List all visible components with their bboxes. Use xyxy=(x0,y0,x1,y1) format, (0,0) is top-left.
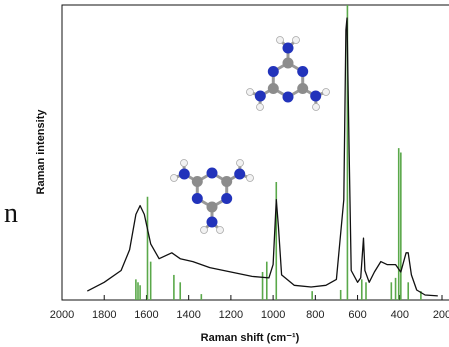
spectrum-line xyxy=(87,18,438,296)
x-axis-title: Raman shift (cm⁻¹) xyxy=(201,332,300,344)
overlay-text: n xyxy=(4,198,18,229)
page: {"chart_data": {"type": "line", "xlabel"… xyxy=(0,0,449,347)
molecule-icon xyxy=(247,37,330,111)
molecule-icon xyxy=(171,160,254,234)
plot-frame xyxy=(62,5,449,300)
x-tick-label: 2000 xyxy=(50,309,74,321)
x-tick-label: 400 xyxy=(391,309,409,321)
y-axis-title: Raman intensity xyxy=(35,109,47,195)
x-tick-label: 200 xyxy=(433,309,449,321)
x-tick-label: 600 xyxy=(348,309,366,321)
x-tick-label: 1600 xyxy=(134,309,158,321)
x-tick-label: 1200 xyxy=(219,309,243,321)
x-tick-label: 1000 xyxy=(261,309,285,321)
chart: n Raman shift (cm⁻¹) Raman intensity 200… xyxy=(0,0,449,347)
x-tick-label: 1400 xyxy=(176,309,200,321)
x-tick-label: 800 xyxy=(306,309,324,321)
x-tick-label: 1800 xyxy=(92,309,116,321)
